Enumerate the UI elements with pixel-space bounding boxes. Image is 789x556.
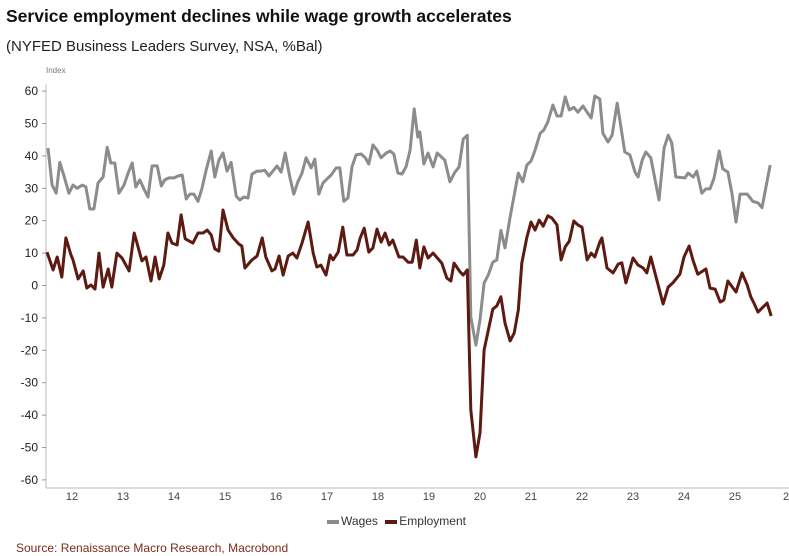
x-tick-label: 24 [678,491,690,503]
x-tick-label: 13 [117,491,129,503]
legend: Wages Employment [0,514,789,528]
series-line-wages [46,94,772,347]
y-tick-label: -30 [21,376,39,390]
y-tick-label: 20 [25,214,39,228]
y-tick-label: -60 [21,473,39,487]
legend-swatch-employment [385,519,398,524]
y-tick-label: -50 [21,441,39,455]
x-tick-label: 21 [525,491,537,503]
chart-subtitle: (NYFED Business Leaders Survey, NSA, %Ba… [6,38,323,55]
y-tick-label: 40 [25,149,39,163]
y-tick-label: 60 [25,84,39,98]
source-note: Source: Renaissance Macro Research, Macr… [16,541,289,555]
x-tick-label: 18 [372,491,384,503]
x-tick-label: 2 [783,491,789,503]
x-tick-label: 16 [270,491,282,503]
y-axis-unit-label: Index [46,66,66,75]
series-line-employment [45,208,773,459]
x-tick-label: 25 [729,491,741,503]
legend-label-wages: Wages [341,514,378,528]
x-tick-label: 15 [219,491,231,503]
x-tick-label: 12 [66,491,78,503]
y-tick-label: 0 [31,279,38,293]
y-tick-label: -40 [21,408,39,422]
y-tick-label: -20 [21,343,39,357]
y-tick-label: 10 [25,246,39,260]
axes: 60 50 40 30 20 10 0 -10 -20 -30 -40 -50 -60 12 13 14 15 1… [21,84,789,503]
x-tick-label: 19 [423,491,435,503]
legend-label-employment: Employment [399,514,466,528]
x-tick-label: 14 [168,491,180,503]
series-lines [45,94,773,459]
x-tick-label: 22 [576,491,588,503]
x-tick-label: 17 [321,491,333,503]
legend-swatch-wages [327,519,340,524]
y-tick-label: -10 [21,311,39,325]
y-tick-label: 50 [25,117,39,131]
x-tick-label: 20 [474,491,486,503]
x-tick-label: 23 [627,491,639,503]
chart-title: Service employment declines while wage g… [6,6,512,26]
y-tick-label: 30 [25,181,39,195]
